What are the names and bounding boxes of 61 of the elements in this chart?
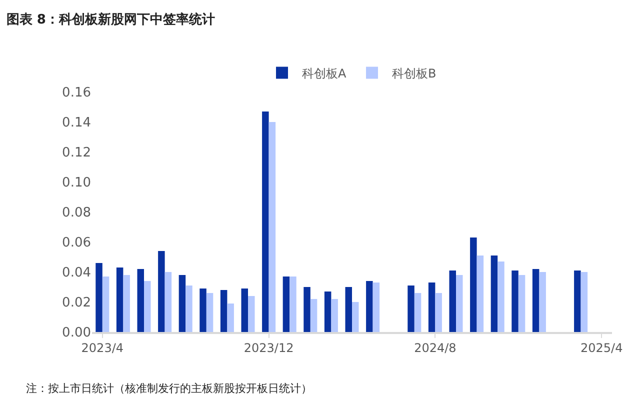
y-tick-label: 0.08 xyxy=(62,206,91,221)
bar xyxy=(241,288,248,332)
bar xyxy=(428,282,436,332)
bar xyxy=(262,112,269,332)
y-tick-label: 0.16 xyxy=(62,86,91,101)
bar xyxy=(574,270,581,332)
bar xyxy=(372,282,380,332)
bar xyxy=(539,272,546,332)
bar xyxy=(580,272,588,332)
bar xyxy=(178,275,186,332)
bar xyxy=(96,263,102,332)
bar xyxy=(456,275,463,332)
bar xyxy=(310,299,318,332)
bar xyxy=(324,292,332,332)
bar xyxy=(408,286,414,332)
bar xyxy=(498,262,504,332)
x-tick-label: 2023/4 xyxy=(81,341,124,356)
legend-label: 科创板B xyxy=(392,66,436,80)
bar xyxy=(345,287,352,332)
bar xyxy=(137,269,144,332)
bar xyxy=(476,256,484,332)
y-tick-label: 0.10 xyxy=(62,176,91,191)
y-tick-label: 0.04 xyxy=(62,266,91,281)
y-tick-label: 0.02 xyxy=(62,296,91,311)
bar xyxy=(470,238,477,332)
bar xyxy=(268,122,276,332)
text: 注：按上市日统计（核准制发行的主板新股按开板日统计） xyxy=(26,382,312,395)
x-tick-label: 2024/8 xyxy=(414,341,456,356)
bar xyxy=(490,256,498,332)
bar xyxy=(518,275,526,332)
bar xyxy=(366,281,373,332)
bar xyxy=(144,281,151,332)
bar xyxy=(186,286,192,332)
bar xyxy=(102,276,110,332)
bar xyxy=(282,276,290,332)
legend-label: 科创板A xyxy=(302,66,347,80)
bar xyxy=(227,304,234,332)
bar xyxy=(512,270,518,332)
bar xyxy=(164,272,172,332)
x-tick-label: 2025/4 xyxy=(580,341,623,356)
x-tick-label: 2023/12 xyxy=(244,341,294,356)
bar xyxy=(116,268,124,332)
bar xyxy=(304,287,310,332)
bar xyxy=(220,290,228,332)
bar xyxy=(248,296,255,332)
bar xyxy=(352,302,359,332)
bar xyxy=(123,275,130,332)
bar xyxy=(290,276,296,332)
bar xyxy=(414,293,422,332)
bar xyxy=(331,299,338,332)
bar xyxy=(449,270,456,332)
bar xyxy=(158,251,165,332)
y-tick-label: 0.12 xyxy=(62,146,91,161)
bar xyxy=(206,293,214,332)
y-tick-label: 0.06 xyxy=(62,236,91,251)
y-tick-label: 0.14 xyxy=(62,116,91,131)
y-tick-label: 0.00 xyxy=(62,326,91,341)
chart-title: 图表 8：科创板新股网下中签率统计 xyxy=(6,12,215,28)
bar xyxy=(532,269,540,332)
bar xyxy=(200,288,206,332)
bar xyxy=(435,293,442,332)
